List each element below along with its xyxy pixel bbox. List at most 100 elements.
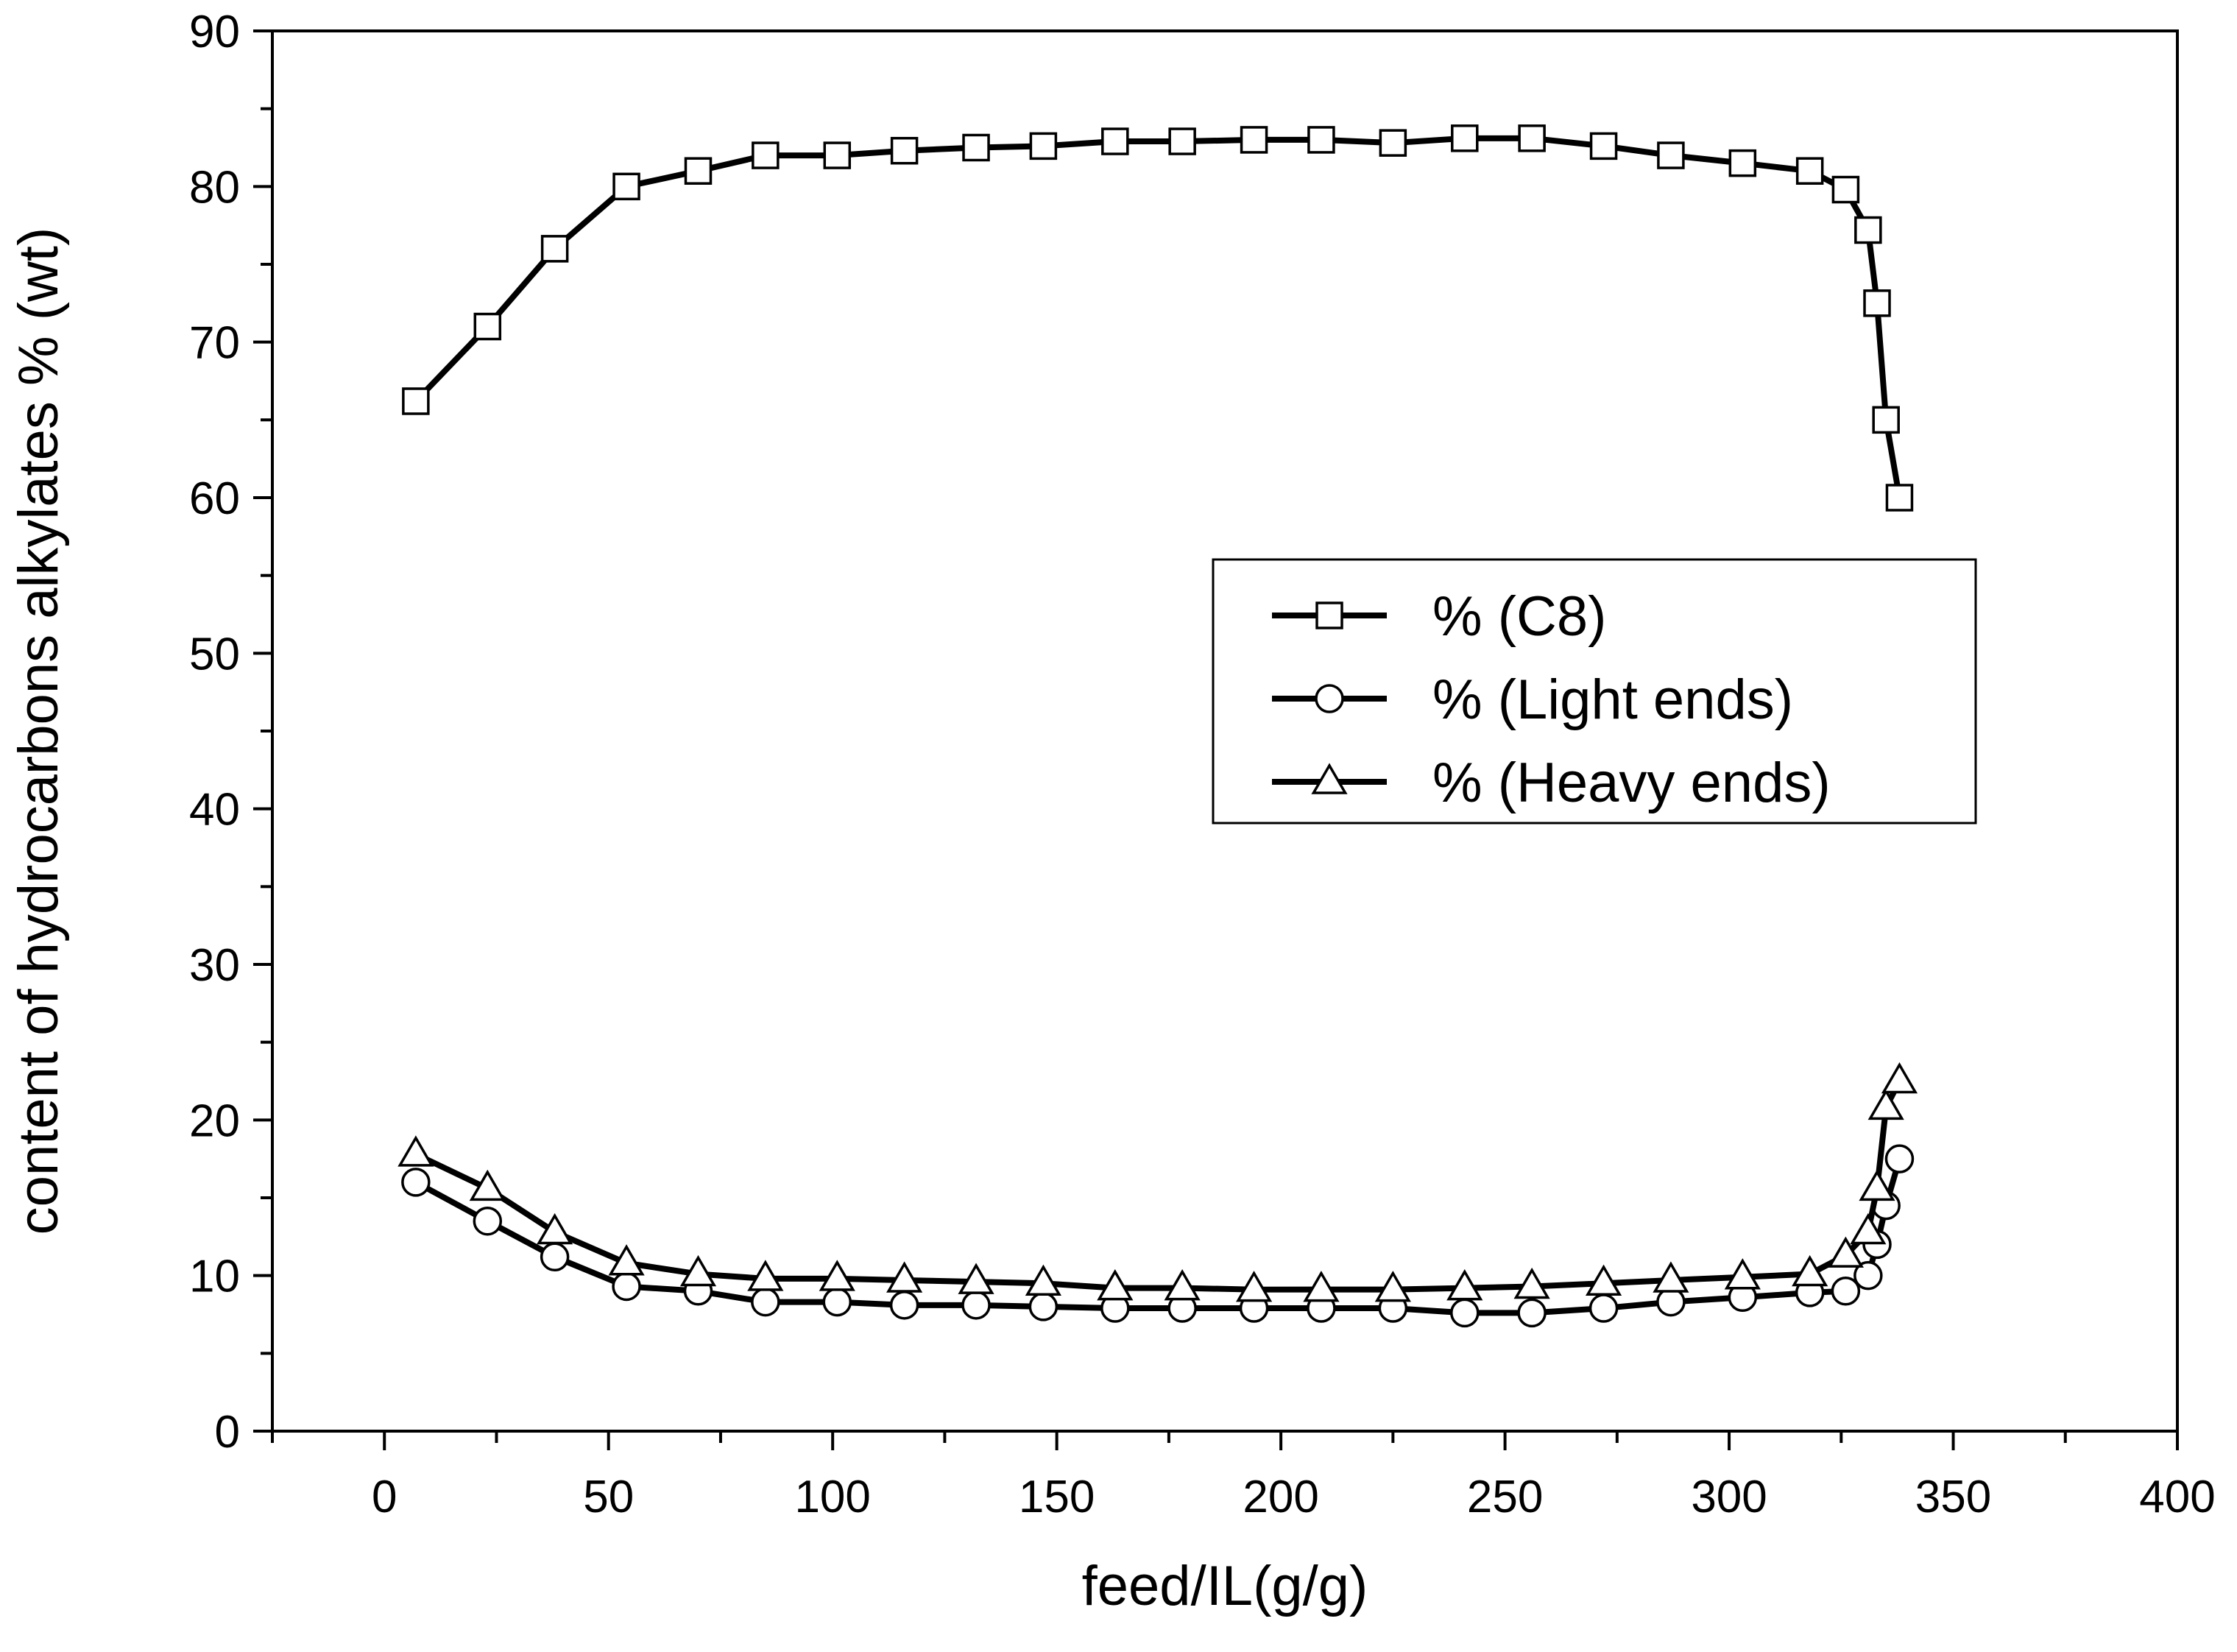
data-point-triangle [537,1212,573,1245]
data-point-triangle [1374,1271,1411,1302]
data-point-circle [540,1242,570,1272]
x-tick-label: 400 [2139,1472,2215,1522]
data-point-triangle [886,1261,923,1293]
legend: % (C8) % (Light ends) % (Heavy ends) [1212,558,1977,825]
y-tick-label: 40 [189,785,240,836]
data-point-square [1168,127,1196,155]
x-tick-label: 300 [1691,1472,1767,1522]
y-tick-label: 20 [189,1095,240,1146]
plot-area [397,124,1918,1328]
data-point-circle [1831,1277,1861,1306]
data-point-square [1657,141,1685,169]
x-tick-label: 0 [372,1472,397,1522]
data-point-circle [1656,1287,1686,1317]
x-tick-label: 350 [1915,1472,1991,1522]
x-axis-title: feed/IL(g/g) [1082,1555,1368,1617]
data-point-circle [1853,1260,1883,1291]
data-point-triangle [469,1169,506,1201]
data-point-triangle [1867,1088,1904,1120]
data-point-circle [612,1271,641,1302]
x-tick-label: 100 [794,1472,870,1522]
data-point-square [1379,129,1407,157]
data-point-triangle [1235,1271,1273,1302]
data-point-square [402,387,430,415]
data-point-circle [889,1291,919,1320]
data-point-triangle [1513,1267,1550,1299]
data-point-triangle [1164,1268,1201,1301]
y-axis-title: content of hydrocarbons alkylates % (wt) [7,227,70,1235]
data-point-square [1101,127,1129,155]
legend-label: % (C8) [1432,585,1606,648]
data-point-triangle [1653,1261,1689,1293]
x-tick-label: 50 [583,1472,634,1522]
data-point-square [540,235,569,263]
y-tick-label: 0 [215,1407,240,1458]
data-point-triangle [679,1254,717,1287]
data-point-circle [961,1291,991,1320]
y-tick-label: 70 [189,318,240,369]
y-tick-label: 50 [189,629,240,679]
data-point-triangle [819,1260,855,1291]
data-point-triangle [958,1263,994,1294]
data-point-triangle [1097,1268,1134,1301]
data-point-circle [473,1206,503,1236]
data-point-square [1795,157,1824,185]
data-point-circle [1450,1298,1480,1328]
data-point-triangle [1827,1236,1864,1268]
y-tick-label: 80 [189,162,240,213]
data-point-square [1451,124,1479,152]
data-point-square [1831,175,1860,204]
data-point-square [890,136,919,165]
data-point-square [1589,132,1618,160]
data-point-triangle [1025,1264,1061,1296]
data-point-circle [1884,1144,1915,1173]
x-tick-label: 200 [1243,1472,1318,1522]
data-point-circle [1517,1298,1547,1328]
data-point-triangle [1850,1212,1887,1245]
data-point-square [473,312,502,341]
data-point-triangle [1724,1258,1761,1290]
data-point-square [752,141,780,169]
data-point-triangle [1792,1254,1828,1287]
data-point-square [1854,216,1882,244]
data-point-triangle [1303,1271,1340,1302]
legend-label: % (Heavy ends) [1432,752,1831,814]
data-point-square [1872,406,1900,434]
data-point-square [962,133,990,162]
legend-marker-triangle [1311,763,1348,794]
data-point-square [1863,289,1891,317]
x-tick-label: 150 [1019,1472,1095,1522]
data-point-square [612,172,640,201]
legend-marker-circle [1315,684,1344,713]
legend-label: % (Light ends) [1432,668,1793,731]
data-point-square [1307,126,1335,154]
y-tick-label: 30 [189,940,240,991]
data-point-square [1029,132,1058,160]
data-point-square [1518,124,1546,152]
data-point-triangle [608,1244,645,1276]
data-point-square [1885,484,1914,512]
data-point-square [684,157,713,185]
series-triangle [397,1062,1918,1302]
data-point-square [1728,149,1757,177]
data-point-circle [751,1287,780,1317]
data-point-circle [1588,1293,1619,1323]
data-point-triangle [747,1260,784,1291]
series-circle [401,1144,1915,1328]
series-square [402,124,1914,512]
data-point-square [823,141,852,169]
data-point-triangle [1585,1264,1622,1296]
y-tick-label: 60 [189,473,240,524]
data-point-square [1240,126,1268,154]
data-point-triangle [1446,1268,1483,1301]
data-point-circle [1028,1292,1059,1321]
legend-marker-square [1315,601,1343,629]
data-point-triangle [1859,1169,1895,1201]
data-point-circle [401,1168,431,1197]
axes: 0 50 100 150 200 250 300 350 400 0 10 20 30 40 50 60 70 8… [189,7,2216,1522]
data-point-triangle [397,1135,434,1167]
data-point-triangle [1881,1062,1918,1094]
data-point-circle [822,1287,852,1317]
